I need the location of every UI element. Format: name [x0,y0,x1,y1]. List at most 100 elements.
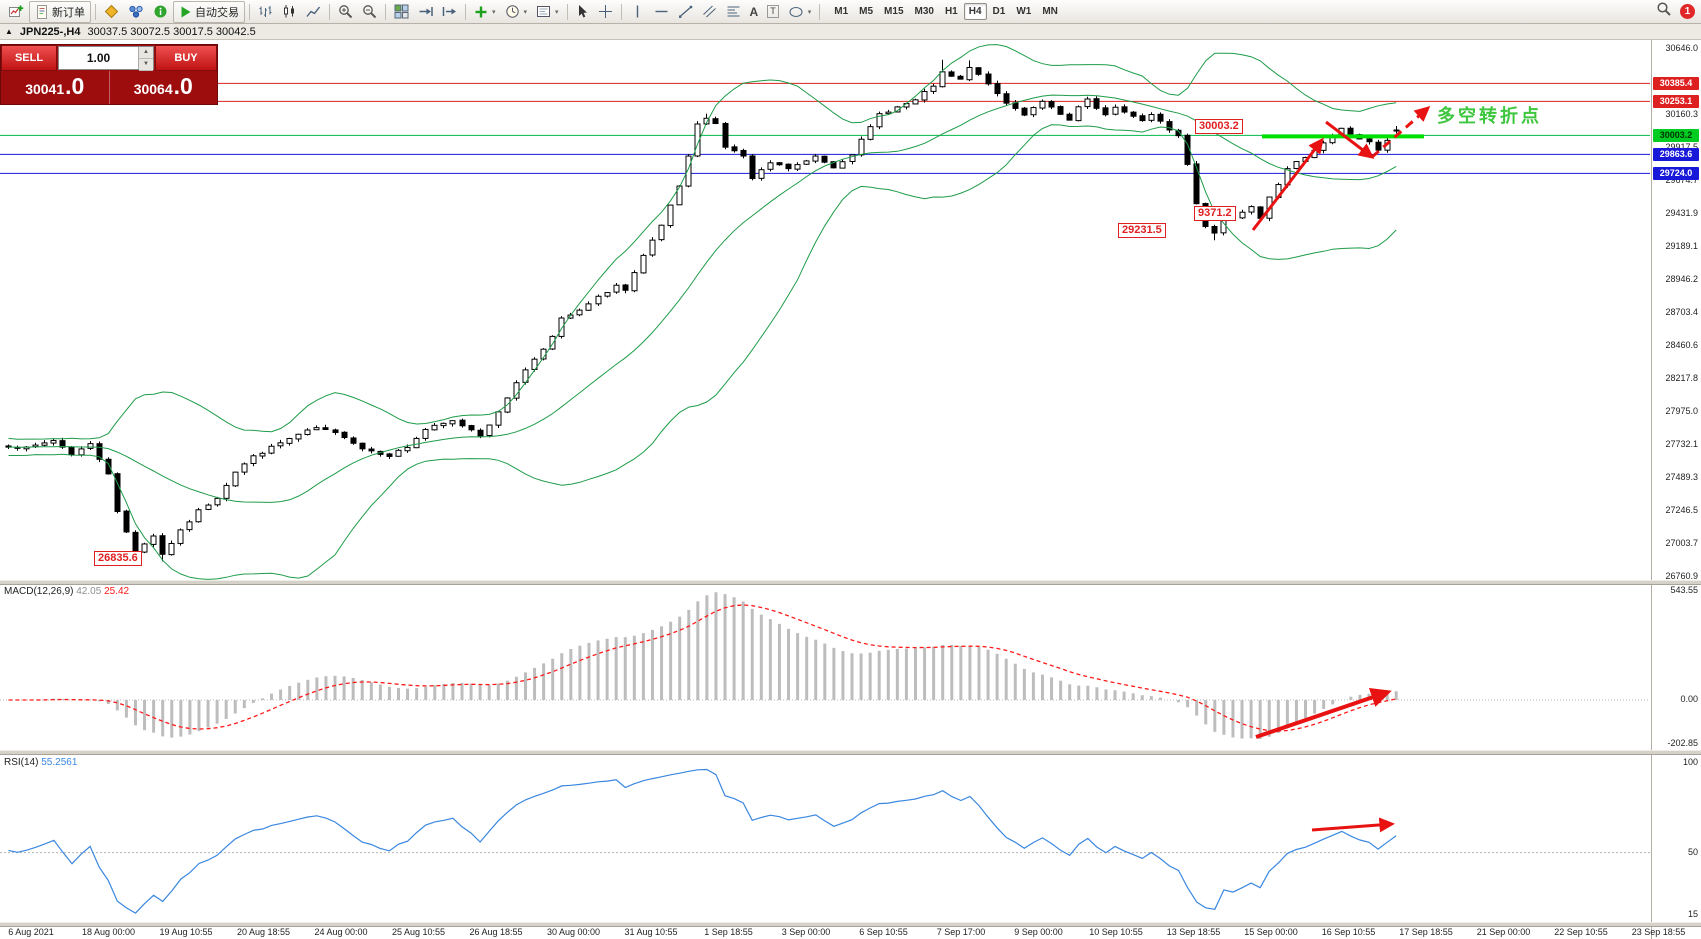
timeframe-m5-button[interactable]: M5 [859,6,874,17]
panel-divider[interactable] [0,580,1701,585]
toolbar-buttons: 新订单 自动交易 ▾ ▾ ▾ A T ▾ [4,0,823,23]
new-order-button[interactable]: 新订单 [29,0,91,23]
toolbar-separator [566,3,568,20]
macd-label: MACD(12,26,9) 42.05 25.42 [4,586,130,597]
toolbar-separator [819,3,821,20]
horizontal-line-button[interactable] [650,1,673,23]
zoom-in-button[interactable] [334,1,357,23]
zoom-out-icon [362,4,377,19]
bar-chart-mode-button[interactable] [254,1,277,23]
buy-button[interactable]: BUY [155,45,217,71]
panel-divider[interactable] [0,750,1701,755]
annotation-price-box[interactable]: 9371.2 [1194,206,1236,221]
annotation-price-box[interactable]: 26835.6 [94,551,142,566]
price-divider [108,71,110,104]
bars-icon [258,4,273,19]
turning-point-annotation[interactable]: 多空转折点 [1437,106,1542,126]
play-icon [179,5,192,19]
fibonacci-button[interactable] [722,1,745,23]
plus-green-icon [474,5,488,19]
dropdown-arrow-icon: ▾ [555,8,559,16]
crosshair-button[interactable] [594,1,617,23]
vertical-line-button[interactable] [626,1,649,23]
timeframe-h1-button[interactable]: H1 [944,6,958,17]
vline-icon [630,4,645,19]
autotrading-button[interactable]: 自动交易 [173,0,245,23]
trendline-button[interactable] [674,1,697,23]
chart-plus-icon [8,4,24,20]
periods-button[interactable]: ▾ [501,1,532,23]
notification-badge[interactable]: 1 [1680,4,1695,19]
linechart-icon [306,4,321,19]
terminal-button[interactable] [149,1,172,23]
shift-icon [442,4,457,19]
toolbar-right-group: 1 [1656,1,1697,22]
timeframe-h4-button[interactable]: H4 [963,3,987,20]
toolbar-separator [385,3,386,20]
ohlc-values-label: 30037.5 30072.5 30017.5 30042.5 [87,25,256,38]
metaeditor-button[interactable] [100,1,123,23]
toolbar-separator [95,3,96,20]
textT-icon: T [767,5,779,18]
timeframe-m30-button[interactable]: M30 [914,6,934,17]
text-label-button[interactable]: T [763,1,783,23]
timeframe-buttons: M1 M5 M15 M30 H1 H4 D1 W1 MN [829,3,1063,20]
equidistant-channel-button[interactable] [698,1,721,23]
candlestick-mode-button[interactable] [278,1,301,23]
sell-price: 30041 .0 [25,73,85,99]
zoom-out-button[interactable] [358,1,381,23]
indicators-button[interactable]: ▾ [470,1,500,23]
timeframe-d1-button[interactable]: D1 [992,6,1006,17]
annotation-price-box[interactable]: 30003.2 [1195,119,1243,134]
toolbar-separator [465,3,466,20]
chart-shift-button[interactable] [438,1,461,23]
line-chart-mode-button[interactable] [302,1,325,23]
crosshair-icon [598,4,613,19]
scroll-icon [418,4,433,19]
zoom-in-icon [338,4,353,19]
cursor-icon [576,4,589,19]
shapes-icon [788,5,804,19]
volume-input[interactable] [59,47,138,69]
templates-button[interactable]: ▾ [532,1,563,23]
chart-title-bar: ▲ JPN225-,H4 30037.5 30072.5 30017.5 300… [0,24,1701,40]
volume-decrease-button[interactable]: ▼ [139,59,153,71]
toolbar-separator [620,3,622,20]
dropdown-arrow-icon: ▾ [807,8,812,16]
fibo-icon [726,4,741,19]
info-icon [153,4,168,19]
hline-icon [654,4,669,19]
auto-scroll-button[interactable] [414,1,437,23]
timeframe-m15-button[interactable]: M15 [884,6,904,17]
textA-icon: A [749,4,759,19]
search-icon[interactable] [1656,1,1672,22]
new-order-label: 新订单 [52,6,85,19]
channel-icon [702,4,717,19]
one-click-trading-panel: SELL ▲ ▼ BUY 30041 .0 30064 .0 [0,44,218,105]
order-icon [35,4,49,20]
timeframe-m1-button[interactable]: M1 [834,6,849,17]
annotation-price-box[interactable]: 29231.5 [1118,223,1166,238]
expand-triangle-icon[interactable]: ▲ [5,27,13,36]
dropdown-arrow-icon: ▾ [492,8,496,16]
shapes-button[interactable]: ▾ [784,1,816,23]
timeframe-mn-button[interactable]: MN [1042,6,1058,17]
clock-icon [505,4,520,19]
text-button[interactable]: A [746,1,763,23]
cursor-button[interactable] [572,1,593,23]
sell-button[interactable]: SELL [1,45,57,71]
market-watch-button[interactable] [124,1,148,23]
rsi-label: RSI(14) 55.2561 [4,757,78,768]
timeframe-w1-button[interactable]: W1 [1016,6,1032,17]
candles-icon [282,4,297,19]
autotrading-label: 自动交易 [195,6,239,19]
tile-windows-button[interactable] [390,1,413,23]
new-chart-button[interactable] [4,1,28,23]
volume-field: ▲ ▼ [58,46,154,71]
symbol-period-label: JPN225-,H4 [19,25,81,38]
buy-price: 30064 .0 [133,73,193,99]
trend-arrows [1251,106,1431,833]
volume-increase-button[interactable]: ▲ [139,47,153,59]
